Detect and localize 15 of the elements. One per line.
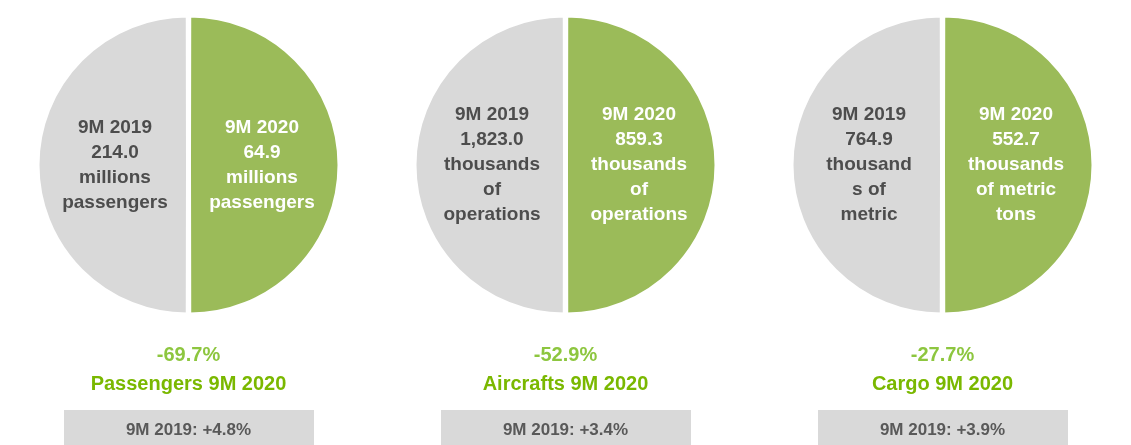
text: 9M 2019: +3.4% <box>440 410 691 445</box>
slice-label: 9M 2020 859.3 thousands of operations <box>590 103 688 225</box>
slice-label: 9M 2020 64.9 millions passengers <box>209 115 315 212</box>
text: -52.9% <box>532 343 599 366</box>
text: 9M 2019: +3.9% <box>817 410 1068 445</box>
text: -27.7% <box>909 343 976 366</box>
slice-label: 9M 2020 552.7 thousands of metric tons <box>967 103 1065 225</box>
text: 9M 2019: +4.8% <box>63 410 314 445</box>
slice-label: 9M 2019 1,823.0 thousands of operations <box>443 103 541 225</box>
slice-label: 9M 2019 214.0 millions passengers <box>62 115 168 212</box>
text: -69.7% <box>155 343 222 366</box>
text: Passengers 9M 2020 <box>89 372 288 395</box>
text: Aircrafts 9M 2020 <box>481 372 650 395</box>
text: Cargo 9M 2020 <box>870 372 1015 395</box>
slice-label: 9M 2019 764.9 thousand s of metric <box>826 103 912 225</box>
